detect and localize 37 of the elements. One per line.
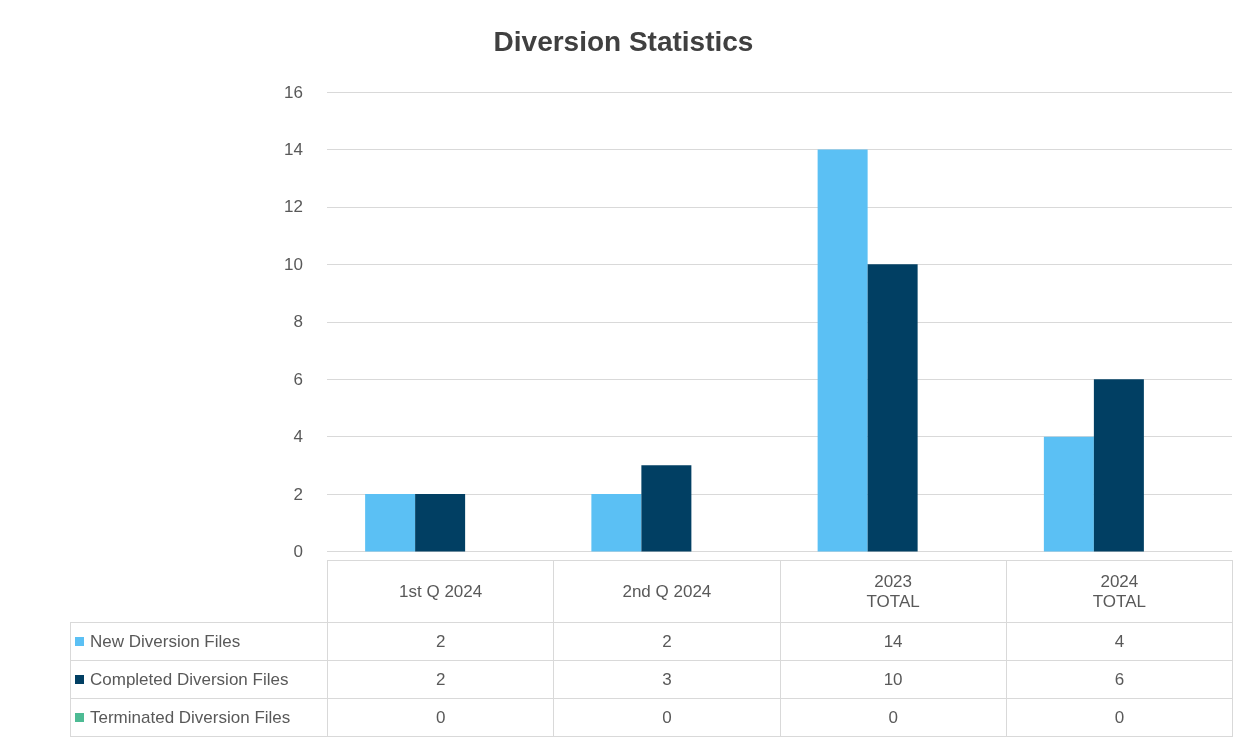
data-label: 2 — [553, 622, 781, 661]
bar — [641, 465, 692, 552]
y-tick-label: 6 — [293, 369, 303, 389]
y-tick-label: 10 — [284, 254, 303, 274]
y-tick-label: 8 — [293, 312, 303, 332]
x-tick-label: 2024 TOTAL — [1005, 560, 1233, 623]
y-tick-label: 12 — [284, 197, 303, 217]
data-label: 0 — [553, 698, 781, 737]
bar — [1093, 379, 1144, 552]
y-tick-label: 4 — [293, 427, 303, 447]
bar — [1043, 436, 1094, 552]
y-tick-label: 2 — [293, 484, 303, 504]
data-label: 0 — [779, 698, 1007, 737]
data-label: 14 — [779, 622, 1007, 661]
x-tick-label: 2023 TOTAL — [779, 560, 1007, 623]
data-label: 0 — [1005, 698, 1233, 737]
legend-label: Terminated Diversion Files — [70, 698, 328, 737]
bar — [415, 494, 466, 552]
data-label: 6 — [1005, 660, 1233, 699]
x-tick-label: 1st Q 2024 — [327, 560, 555, 623]
legend-label: Completed Diversion Files — [70, 660, 328, 699]
data-label: 2 — [327, 660, 555, 699]
chart-title: Diversion Statistics — [493, 25, 754, 57]
data-label: 3 — [553, 660, 781, 699]
data-label: 2 — [327, 622, 555, 661]
legend-label: New Diversion Files — [70, 622, 328, 661]
data-label: 0 — [327, 698, 555, 737]
y-tick-label: 0 — [293, 542, 303, 561]
bar — [591, 494, 642, 552]
bar — [867, 264, 918, 552]
bar — [817, 149, 868, 552]
data-label: 10 — [779, 660, 1007, 699]
y-tick-label: 14 — [284, 139, 303, 159]
y-tick-label: 16 — [284, 82, 303, 102]
bar — [365, 494, 416, 552]
data-label: 4 — [1005, 622, 1233, 661]
x-tick-label: 2nd Q 2024 — [553, 560, 781, 623]
